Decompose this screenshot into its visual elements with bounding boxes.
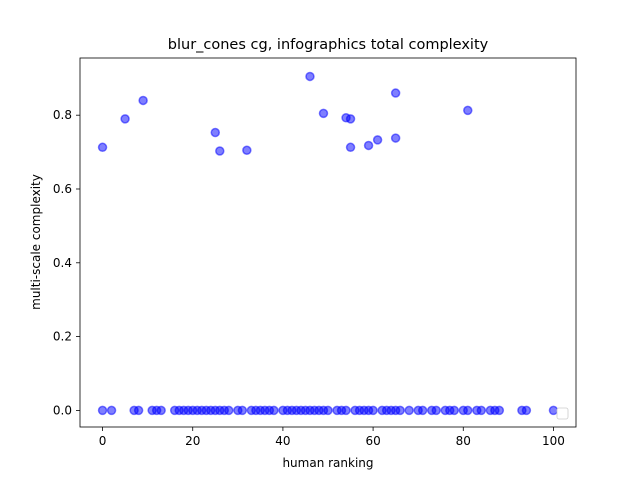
x-axis-label: human ranking [282,456,373,470]
data-point [120,114,130,124]
data-point [318,108,329,119]
data-point [345,142,356,153]
x-tick-label: 0 [99,434,107,448]
chart-title: blur_cones cg, infographics total comple… [168,37,489,53]
data-point [395,405,405,416]
plot-area [80,58,576,427]
x-tick-label: 100 [542,434,565,448]
y-axis-ticks: 0.0 0.2 0.4 0.6 0.8 [53,108,80,417]
y-tick-label: 0.2 [53,330,72,344]
data-point [463,105,473,116]
points-layer [97,71,559,416]
data-point [237,405,248,416]
data-point [431,405,441,416]
data-point [476,405,487,416]
data-point [224,405,234,416]
x-tick-label: 20 [185,434,200,448]
axes-frame [79,57,577,428]
data-point [345,114,356,124]
y-tick-label: 0.6 [53,182,72,196]
data-point [133,405,144,416]
data-point [521,405,532,416]
data-point [341,405,351,416]
y-tick-label: 0.8 [53,108,72,122]
data-point [138,95,148,106]
data-point [156,405,166,416]
data-point [404,405,414,416]
data-point [417,405,428,416]
x-tick-label: 60 [365,434,380,448]
data-point [215,146,225,156]
data-point [368,405,378,416]
legend-box [556,407,569,420]
data-point [548,405,559,416]
data-point [305,71,315,82]
data-point [463,405,473,416]
data-point [323,405,333,416]
data-point [449,405,459,416]
data-point [363,140,374,151]
data-point [390,88,401,98]
data-point [106,405,117,416]
data-point [97,142,108,153]
data-point [390,133,401,143]
y-tick-label: 0.4 [53,256,72,270]
data-point [242,145,252,155]
y-tick-label: 0.0 [53,403,72,417]
x-tick-label: 40 [275,434,290,448]
x-tick-label: 80 [456,434,471,448]
x-axis-ticks: 0 20 40 60 80 100 [99,427,565,448]
y-axis-label: multi-scale complexity [29,174,43,310]
data-point [210,127,221,138]
data-point [372,135,383,145]
data-point [97,405,108,416]
data-point [494,405,505,416]
data-point [269,405,279,416]
